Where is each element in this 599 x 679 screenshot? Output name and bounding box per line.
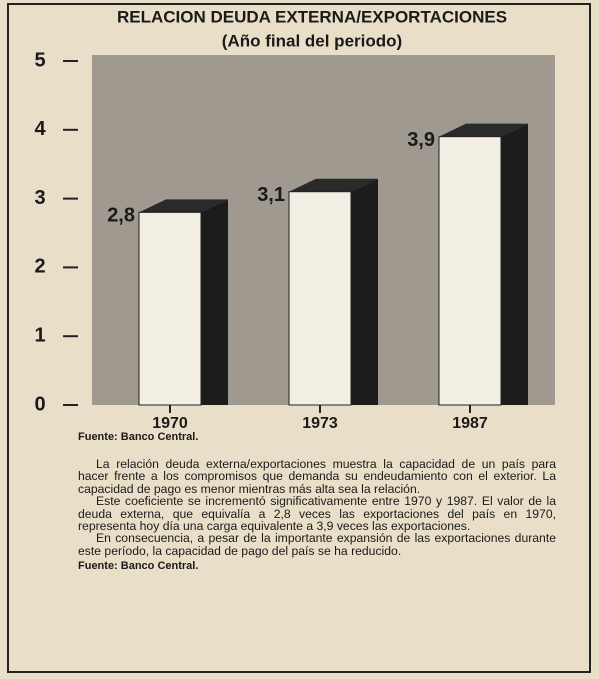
bar-side (351, 178, 378, 405)
paragraph: La relación deuda externa/exportaciones … (78, 457, 556, 496)
chart-title: RELACION DEUDA EXTERNA/EXPORTACIONES (117, 7, 507, 26)
bar-top (439, 123, 528, 137)
x-tick-label: 1987 (452, 415, 488, 432)
y-tick-label: 3 (34, 187, 45, 209)
paragraph: En consecuencia, a pesar de la important… (78, 531, 556, 558)
x-tick-label: 1970 (152, 415, 188, 432)
paragraph: Este coeficiente se incrementó significa… (78, 494, 556, 534)
y-tick-label: 1 (34, 324, 45, 346)
bar-top (139, 199, 228, 213)
y-tick-label: 0 (34, 393, 45, 415)
frame (7, 3, 591, 673)
value-label: 3,1 (257, 184, 285, 206)
bar (438, 136, 502, 406)
value-label: 2,8 (107, 205, 135, 227)
chart-subtitle: (Año final del periodo) (222, 31, 402, 50)
bar (138, 211, 202, 406)
y-tick-label: 5 (34, 49, 45, 71)
y-tick-label: 4 (34, 118, 46, 140)
y-tick-label: 2 (34, 256, 45, 278)
value-label: 3,9 (407, 129, 435, 151)
source: Fuente: Banco Central. (78, 431, 198, 443)
x-tick-label: 1973 (302, 415, 338, 432)
source: Fuente: Banco Central. (78, 560, 199, 573)
bar-top (289, 178, 378, 192)
body-text: La relación deuda externa/exportaciones … (78, 458, 556, 573)
bar-side (501, 123, 528, 406)
bar (288, 191, 352, 406)
bar-side (201, 199, 228, 405)
